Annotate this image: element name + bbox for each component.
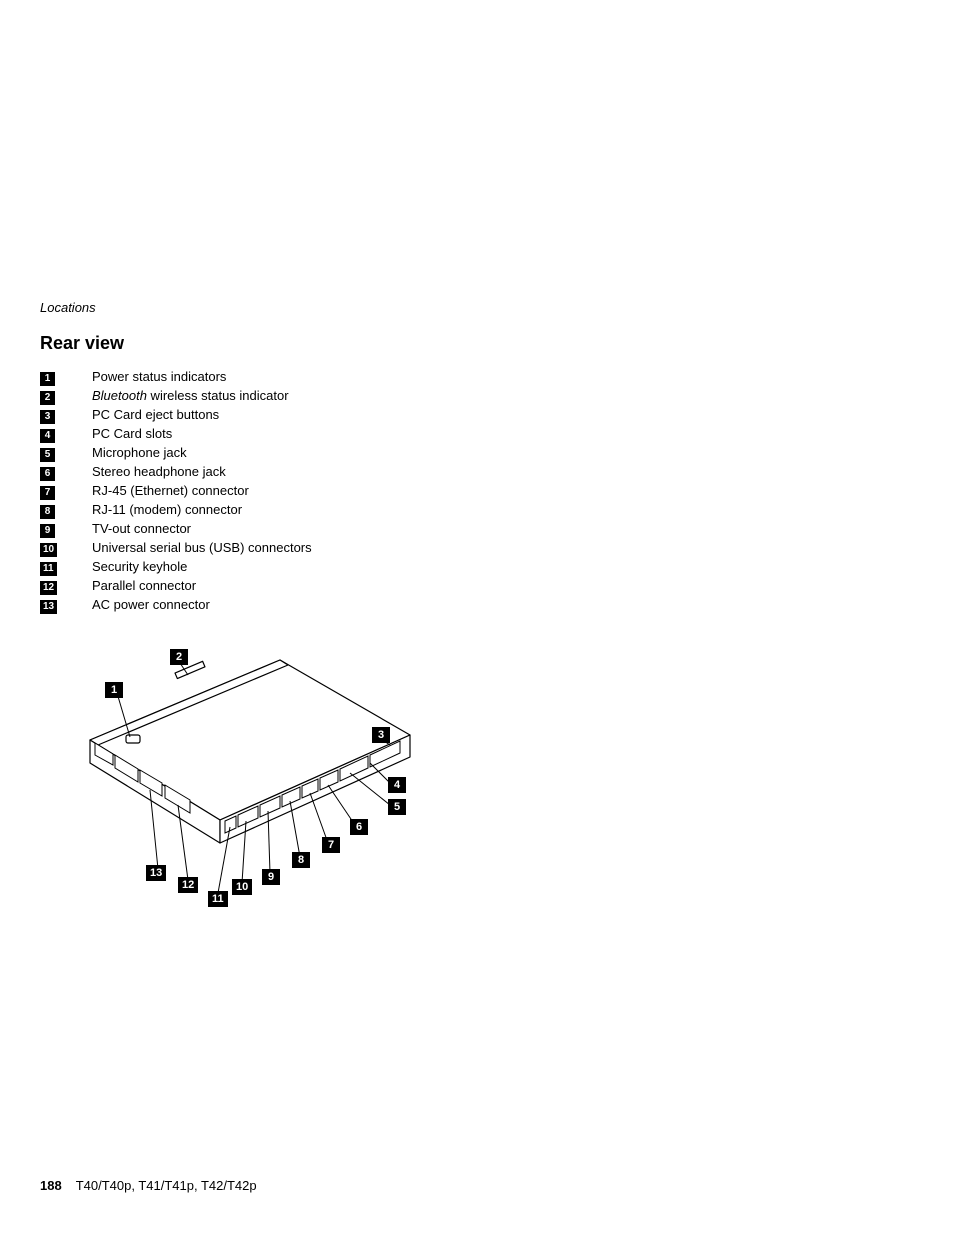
callout-number: 4 <box>388 777 406 793</box>
legend-row: 12 Parallel connector <box>40 577 312 596</box>
callout-number: 3 <box>372 727 390 743</box>
legend-row: 8 RJ-11 (modem) connector <box>40 501 312 520</box>
section-title: Rear view <box>40 333 910 354</box>
legend-number: 3 <box>40 410 55 424</box>
callout: 13 <box>146 863 166 881</box>
callout: 11 <box>208 889 228 907</box>
page-number: 188 <box>40 1178 62 1193</box>
callout-number: 8 <box>292 852 310 868</box>
callout: 7 <box>322 835 340 853</box>
legend-label: TV-out connector <box>92 520 312 539</box>
legend-list: 1 Power status indicators 2 Bluetooth wi… <box>40 368 312 615</box>
callout: 12 <box>178 875 198 893</box>
legend-label: Parallel connector <box>92 577 312 596</box>
legend-label: AC power connector <box>92 596 312 615</box>
callout-number: 11 <box>208 891 228 907</box>
legend-row: 1 Power status indicators <box>40 368 312 387</box>
legend-number: 9 <box>40 524 55 538</box>
callout: 8 <box>292 850 310 868</box>
legend-number: 6 <box>40 467 55 481</box>
page-content: Locations Rear view 1 Power status indic… <box>40 300 910 945</box>
legend-number: 1 <box>40 372 55 386</box>
callout-number: 5 <box>388 799 406 815</box>
legend-row: 4 PC Card slots <box>40 425 312 444</box>
legend-row: 10 Universal serial bus (USB) connectors <box>40 539 312 558</box>
callout-number: 13 <box>146 865 166 881</box>
legend-row: 11 Security keyhole <box>40 558 312 577</box>
footer-model: T40/T40p, T41/T41p, T42/T42p <box>76 1178 257 1193</box>
legend-row: 9 TV-out connector <box>40 520 312 539</box>
page-footer: 188 T40/T40p, T41/T41p, T42/T42p <box>40 1178 257 1193</box>
callout-number: 12 <box>178 877 198 893</box>
legend-label: Power status indicators <box>92 368 312 387</box>
legend-label: PC Card slots <box>92 425 312 444</box>
laptop-rear-svg <box>70 645 470 945</box>
callout: 1 <box>105 680 123 698</box>
callout: 4 <box>388 775 406 793</box>
callout-number: 9 <box>262 869 280 885</box>
legend-number: 12 <box>40 581 57 595</box>
legend-label: Stereo headphone jack <box>92 463 312 482</box>
legend-number: 8 <box>40 505 55 519</box>
callout: 2 <box>170 647 188 665</box>
callout: 10 <box>232 877 252 895</box>
callout: 9 <box>262 867 280 885</box>
callout-number: 6 <box>350 819 368 835</box>
legend-label: RJ-45 (Ethernet) connector <box>92 482 312 501</box>
callout: 6 <box>350 817 368 835</box>
legend-row: 7 RJ-45 (Ethernet) connector <box>40 482 312 501</box>
callout-number: 7 <box>322 837 340 853</box>
legend-number: 5 <box>40 448 55 462</box>
callout-number: 2 <box>170 649 188 665</box>
legend-number: 4 <box>40 429 55 443</box>
legend-number: 7 <box>40 486 55 500</box>
legend-row: 6 Stereo headphone jack <box>40 463 312 482</box>
callout-number: 1 <box>105 682 123 698</box>
legend-number: 11 <box>40 562 57 576</box>
legend-row: 5 Microphone jack <box>40 444 312 463</box>
legend-row: 2 Bluetooth wireless status indicator <box>40 387 312 406</box>
callout-number: 10 <box>232 879 252 895</box>
legend-label: PC Card eject buttons <box>92 406 312 425</box>
callout: 3 <box>372 725 390 743</box>
running-head: Locations <box>40 300 910 315</box>
legend-label: Security keyhole <box>92 558 312 577</box>
legend-label: RJ-11 (modem) connector <box>92 501 312 520</box>
legend-number: 13 <box>40 600 57 614</box>
rear-view-diagram: 1 2 3 4 5 6 7 8 9 10 11 12 13 <box>70 645 470 945</box>
legend-number: 2 <box>40 391 55 405</box>
legend-row: 13 AC power connector <box>40 596 312 615</box>
legend-number: 10 <box>40 543 57 557</box>
legend-label: Universal serial bus (USB) connectors <box>92 539 312 558</box>
legend-row: 3 PC Card eject buttons <box>40 406 312 425</box>
callout: 5 <box>388 797 406 815</box>
legend-label: Bluetooth wireless status indicator <box>92 387 312 406</box>
legend-label: Microphone jack <box>92 444 312 463</box>
